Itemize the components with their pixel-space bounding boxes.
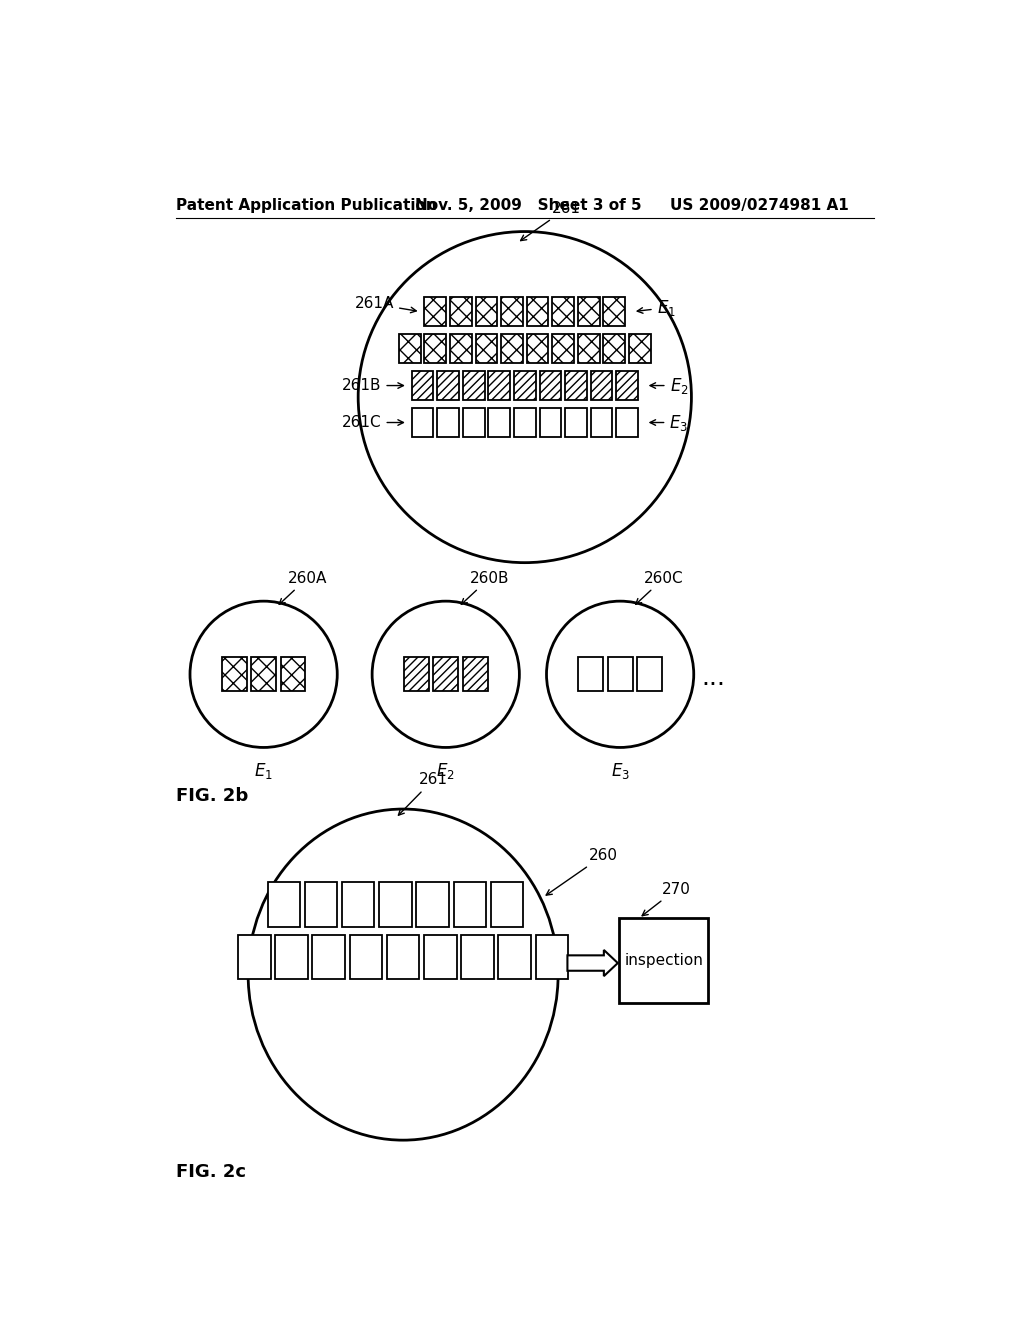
- Text: 261C: 261C: [342, 414, 403, 430]
- Text: 270: 270: [642, 882, 691, 916]
- Bar: [552, 334, 574, 363]
- Text: 260A: 260A: [280, 570, 327, 605]
- Bar: [591, 408, 612, 437]
- Text: 260B: 260B: [462, 570, 509, 605]
- Text: inspection: inspection: [625, 953, 703, 969]
- Bar: [424, 935, 457, 979]
- Bar: [475, 334, 498, 363]
- Text: US 2009/0274981 A1: US 2009/0274981 A1: [671, 198, 849, 214]
- Bar: [222, 657, 247, 692]
- Text: ...: ...: [701, 667, 725, 690]
- Text: $E_1$: $E_1$: [637, 298, 676, 318]
- Bar: [463, 408, 484, 437]
- Text: 260C: 260C: [636, 570, 684, 605]
- Bar: [620, 919, 709, 1003]
- Bar: [603, 334, 626, 363]
- Bar: [579, 657, 603, 692]
- Bar: [387, 935, 420, 979]
- Text: 260: 260: [546, 847, 618, 895]
- Bar: [629, 334, 650, 363]
- Bar: [267, 882, 300, 927]
- Bar: [488, 371, 510, 400]
- Bar: [552, 297, 574, 326]
- Bar: [540, 371, 561, 400]
- Bar: [578, 334, 600, 363]
- Bar: [526, 334, 549, 363]
- Bar: [275, 935, 308, 979]
- Bar: [312, 935, 345, 979]
- Text: FIG. 2c: FIG. 2c: [176, 1163, 246, 1181]
- Bar: [238, 935, 270, 979]
- Bar: [454, 882, 486, 927]
- Bar: [578, 297, 600, 326]
- Bar: [616, 371, 638, 400]
- Bar: [437, 371, 459, 400]
- Bar: [591, 371, 612, 400]
- Bar: [637, 657, 662, 692]
- Bar: [565, 408, 587, 437]
- Bar: [536, 935, 568, 979]
- Bar: [379, 882, 412, 927]
- Bar: [514, 408, 536, 437]
- Bar: [342, 882, 375, 927]
- Text: 261: 261: [398, 772, 447, 816]
- Bar: [463, 371, 484, 400]
- Bar: [450, 334, 472, 363]
- Bar: [251, 657, 276, 692]
- Bar: [475, 297, 498, 326]
- Bar: [603, 297, 626, 326]
- Bar: [412, 408, 433, 437]
- Bar: [433, 657, 458, 692]
- Bar: [565, 371, 587, 400]
- Bar: [501, 297, 523, 326]
- Bar: [616, 408, 638, 437]
- Bar: [461, 935, 494, 979]
- Bar: [305, 882, 337, 927]
- FancyArrow shape: [567, 950, 617, 977]
- Text: FIG. 2b: FIG. 2b: [176, 788, 248, 805]
- Bar: [607, 657, 633, 692]
- Bar: [526, 297, 549, 326]
- Bar: [424, 297, 446, 326]
- Bar: [501, 334, 523, 363]
- Text: 261A: 261A: [354, 297, 417, 313]
- Text: $E_3$: $E_3$: [610, 762, 630, 781]
- Bar: [281, 657, 305, 692]
- Text: Patent Application Publication: Patent Application Publication: [176, 198, 437, 214]
- Bar: [412, 371, 433, 400]
- Bar: [403, 657, 429, 692]
- Bar: [463, 657, 487, 692]
- Bar: [499, 935, 531, 979]
- Bar: [437, 408, 459, 437]
- Text: $E_3$: $E_3$: [650, 413, 688, 433]
- Bar: [424, 334, 446, 363]
- Text: $E_1$: $E_1$: [254, 762, 273, 781]
- Text: $E_2$: $E_2$: [436, 762, 455, 781]
- Bar: [490, 882, 523, 927]
- Text: Nov. 5, 2009   Sheet 3 of 5: Nov. 5, 2009 Sheet 3 of 5: [415, 198, 641, 214]
- Bar: [450, 297, 472, 326]
- Bar: [417, 882, 449, 927]
- Text: 261B: 261B: [342, 378, 403, 393]
- Bar: [514, 371, 536, 400]
- Bar: [349, 935, 382, 979]
- Bar: [399, 334, 421, 363]
- Text: 261: 261: [520, 201, 581, 240]
- Text: $E_2$: $E_2$: [650, 376, 688, 396]
- Bar: [488, 408, 510, 437]
- Bar: [540, 408, 561, 437]
